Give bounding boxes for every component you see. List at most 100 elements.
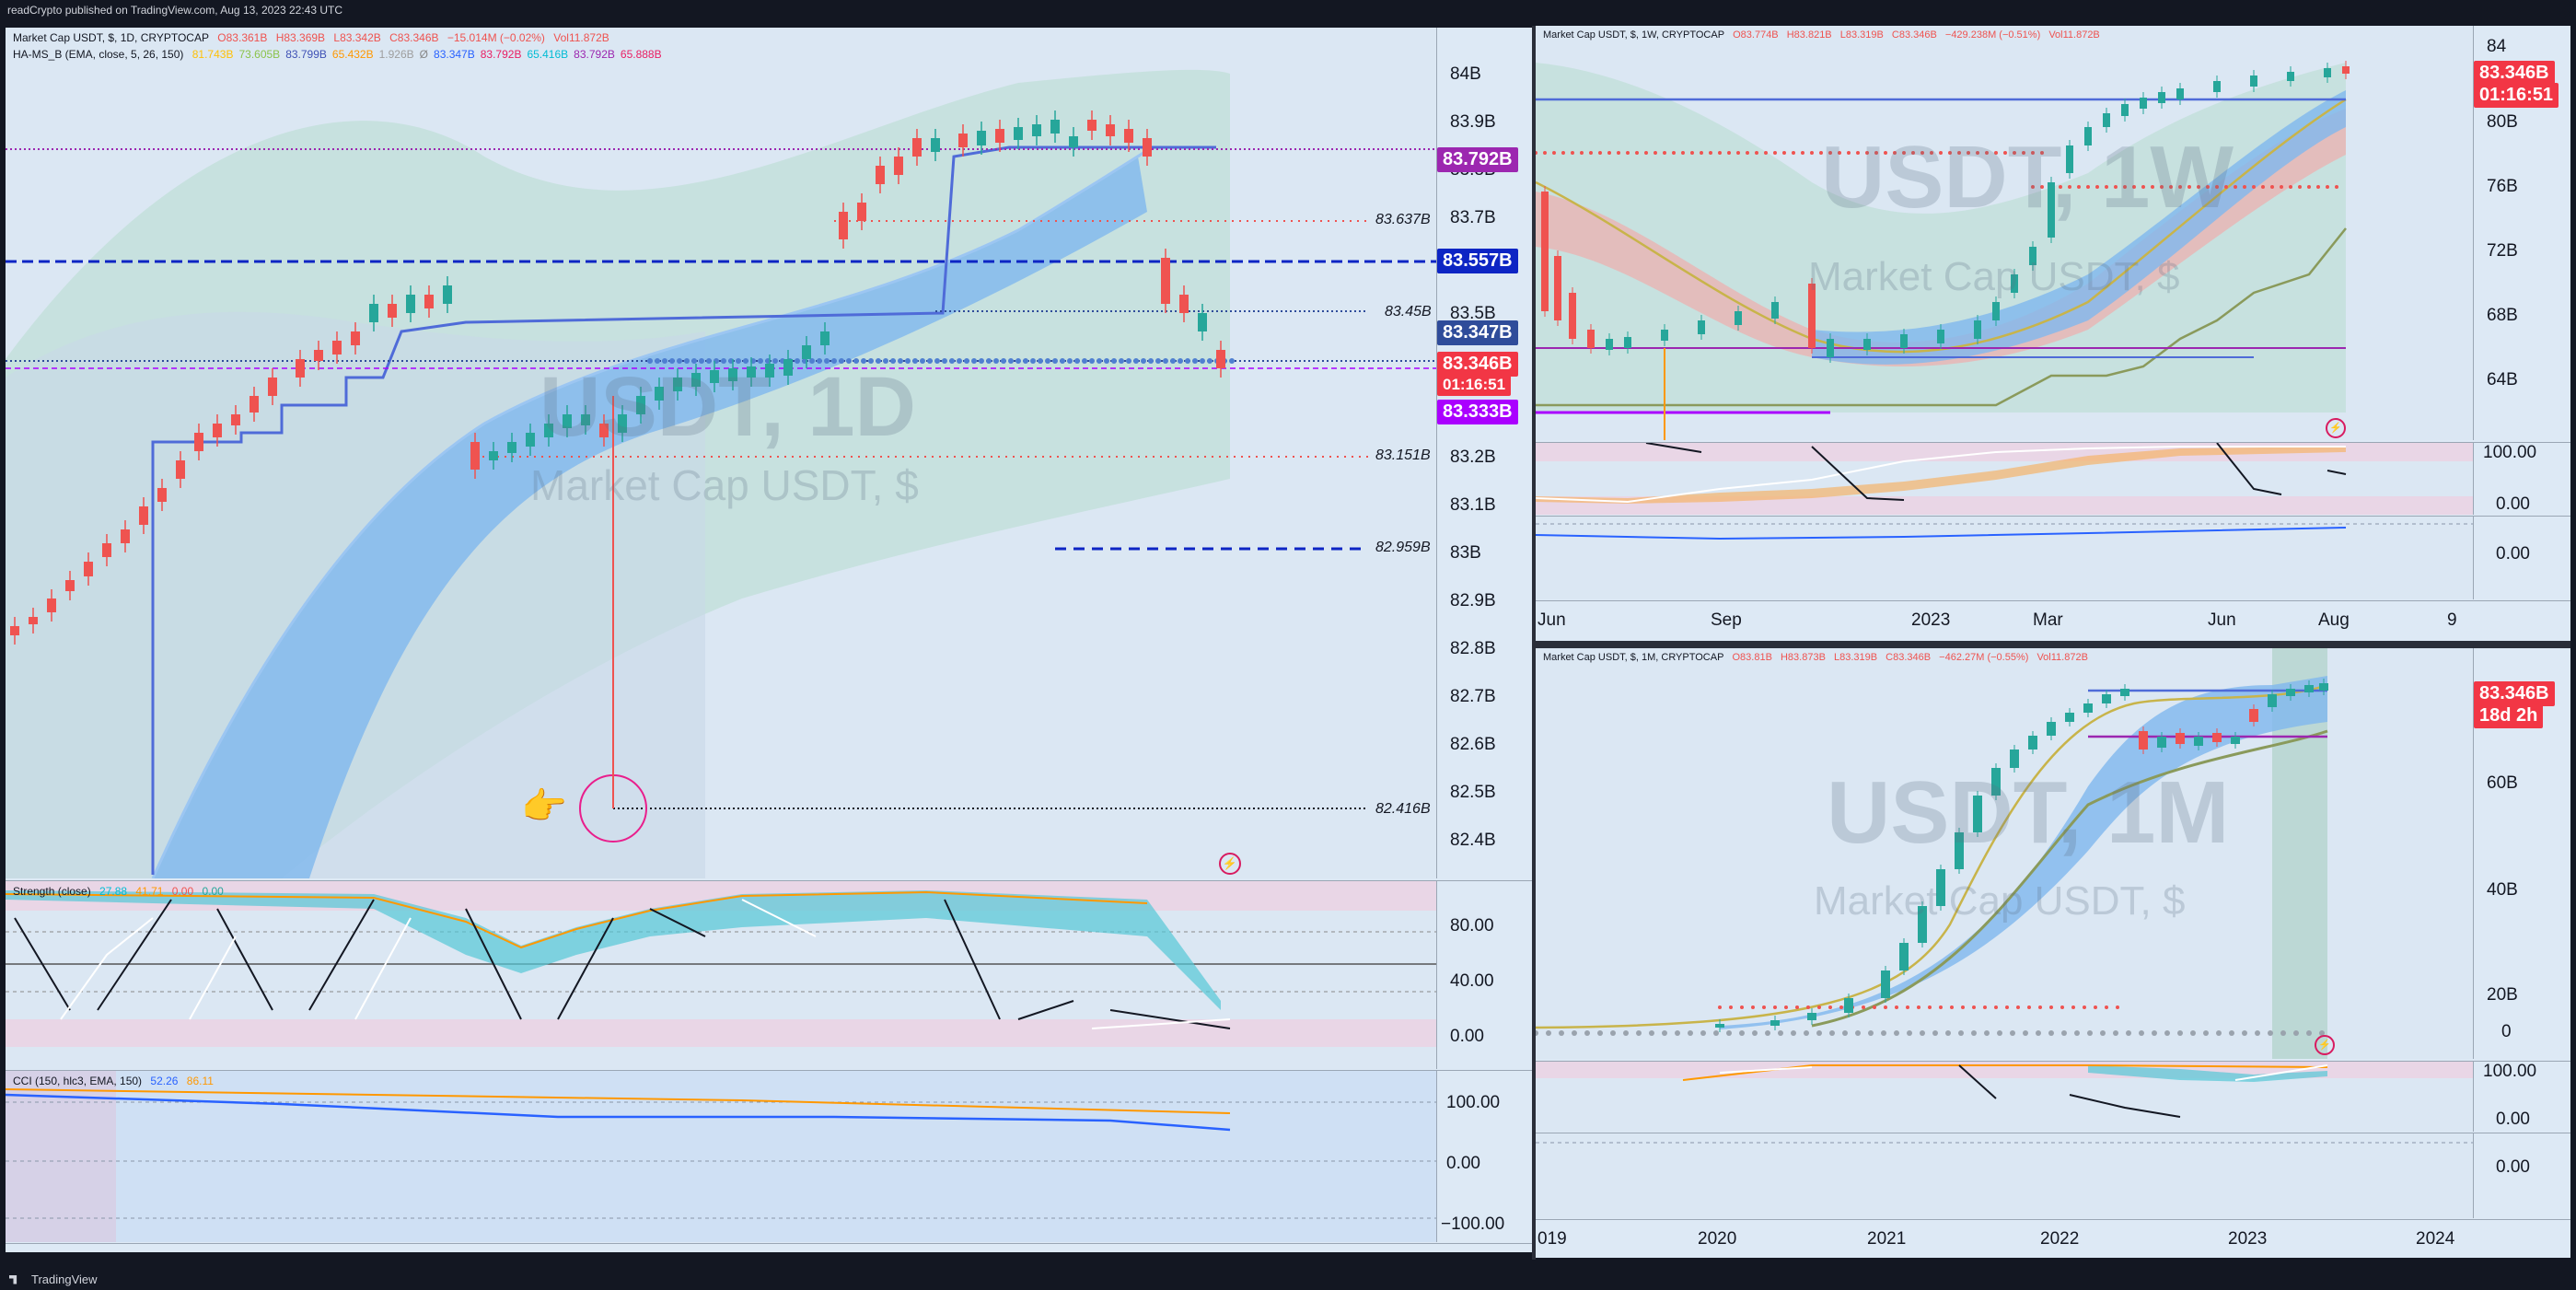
candle <box>443 285 452 304</box>
strength-label: Strength (close) <box>13 885 91 898</box>
weekly-red-dot <box>1838 151 1841 155</box>
monthly-candle <box>2249 709 2258 722</box>
candle <box>65 580 75 591</box>
weekly-osc-tick-0: 0.00 <box>2496 494 2530 514</box>
dotted-marker <box>684 358 690 364</box>
pane-divider[interactable] <box>1532 26 1536 1260</box>
weekly-osc2-pane[interactable] <box>1536 516 2473 599</box>
dotted-marker <box>1023 358 1028 364</box>
monthly-grey-dot <box>1636 1030 1642 1036</box>
main-price-axis[interactable]: 84B83.9B83.8B83.7B83.6B83.5B83.4B83.3B83… <box>1436 28 1532 898</box>
weekly-red-dot <box>1902 151 1906 155</box>
strength-val-4: 0.00 <box>202 885 224 898</box>
weekly-price-axis[interactable]: 84 80B 76B 72B 68B 64B 83.346B 01:16:51 <box>2473 26 2570 440</box>
monthly-change: −462.27M (−0.55%) <box>1939 652 2029 663</box>
weekly-red-dot <box>2160 185 2164 189</box>
monthly-red-dot <box>1917 1005 1920 1009</box>
monthly-time-label: 2023 <box>2228 1229 2268 1249</box>
monthly-red-dot <box>2116 1005 2119 1009</box>
weekly-red-dot <box>1561 151 1565 155</box>
cci-highlight <box>6 1071 116 1242</box>
weekly-chart-pane[interactable]: Market Cap USDT, $, 1W, CRYPTOCAP O83.77… <box>1536 26 2570 641</box>
weekly-red-dot <box>1598 151 1602 155</box>
lightning-icon[interactable]: ⚡ <box>1219 853 1241 875</box>
monthly-osc-pane[interactable] <box>1536 1061 2473 1132</box>
dotted-marker <box>934 358 940 364</box>
weekly-red-dot <box>1626 151 1630 155</box>
monthly-chart-pane[interactable]: Market Cap USDT, $, 1M, CRYPTOCAP O83.81… <box>1536 648 2570 1258</box>
ha-value: 83.799B <box>285 48 327 61</box>
monthly-candle <box>1973 796 1982 832</box>
weekly-red-dot <box>1690 151 1694 155</box>
monthly-red-dot <box>1828 1005 1832 1009</box>
weekly-candle <box>2250 76 2257 87</box>
main-change: −15.014M (−0.02%) <box>447 31 545 44</box>
main-chart-pane[interactable]: Market Cap USDT, $, 1D, CRYPTOCAP O83.36… <box>6 28 1532 1252</box>
monthly-price-plot[interactable]: Market Cap USDT, $, 1M, CRYPTOCAP O83.81… <box>1536 648 2473 1059</box>
candle <box>1179 295 1189 313</box>
dotted-marker <box>1170 358 1176 364</box>
weekly-red-dot <box>2086 185 2090 189</box>
monthly-time-axis[interactable]: 019 2020 2021 2022 2023 2024 <box>1536 1219 2570 1258</box>
candle <box>1106 124 1115 136</box>
weekly-red-dot <box>2187 185 2191 189</box>
cci-tick-100: 100.00 <box>1446 1093 1501 1112</box>
monthly-price-axis[interactable]: 60B 40B 20B 0 83.346B 18d 2h <box>2473 648 2570 1059</box>
lightning-icon[interactable]: ⚡ <box>2326 418 2346 438</box>
strength-pane[interactable]: Strength (close) 27.88 41.71 0.00 0.00 <box>6 880 1436 1069</box>
monthly-time-label: 2024 <box>2416 1229 2455 1249</box>
weekly-time-label: Mar <box>2033 610 2063 630</box>
weekly-price-plot[interactable]: Market Cap USDT, $, 1W, CRYPTOCAP O83.77… <box>1536 26 2473 440</box>
candle <box>673 378 682 391</box>
monthly-ob-zone <box>1536 1062 2473 1078</box>
monthly-osc-tick-0: 0.00 <box>2496 1110 2530 1129</box>
time-label: 14 <box>1226 1251 1246 1252</box>
weekly-red-dot <box>2178 185 2182 189</box>
monthly-candle <box>2286 689 2295 696</box>
monthly-candle <box>1770 1020 1780 1026</box>
pointing-hand-icon: 👉 <box>521 786 567 827</box>
weekly-red-dot <box>1994 151 1998 155</box>
price-plot[interactable]: Market Cap USDT, $, 1D, CRYPTOCAP O83.36… <box>6 28 1436 878</box>
monthly-red-dot <box>2083 1005 2086 1009</box>
weekly-time-label: 2023 <box>1911 610 1951 630</box>
weekly-red-dot <box>2307 185 2311 189</box>
candle <box>894 157 903 175</box>
weekly-osc-svg <box>1536 443 2473 515</box>
price-tag: 83.347B <box>1437 320 1518 345</box>
lightning-icon[interactable]: ⚡ <box>2315 1035 2335 1055</box>
dotted-marker <box>1067 358 1073 364</box>
monthly-grey-dot <box>1610 1030 1616 1036</box>
main-time-axis[interactable]: 15 Jun 12 21 Jul 10 19 Aug 14 23 <box>6 1243 1532 1252</box>
dotted-marker <box>677 358 682 364</box>
monthly-candle <box>2268 694 2277 707</box>
footer-brand[interactable]: TradingView <box>31 1273 98 1286</box>
weekly-time-axis[interactable]: Jun Sep 2023 Mar Jun Aug 9 <box>1536 600 2570 641</box>
weekly-red-dot <box>2289 185 2292 189</box>
ha-value: Ø <box>419 48 429 61</box>
weekly-red-dot <box>1893 151 1897 155</box>
candle <box>388 304 397 318</box>
cci-pane[interactable]: CCI (150, hlc3, EMA, 150) 52.26 86.11 <box>6 1070 1436 1242</box>
weekly-red-dot <box>2169 185 2173 189</box>
weekly-red-dot <box>1755 151 1758 155</box>
candle <box>526 433 535 447</box>
monthly-grey-dot <box>2152 1030 2157 1036</box>
monthly-osc2-pane[interactable] <box>1536 1133 2473 1218</box>
pane-divider-h[interactable] <box>1536 641 2570 648</box>
dotted-marker <box>876 358 881 364</box>
candle <box>176 460 185 479</box>
monthly-high: H83.873B <box>1780 652 1826 663</box>
weekly-red-dot <box>1957 151 1961 155</box>
monthly-red-dot <box>1839 1005 1843 1009</box>
monthly-grey-dot <box>1752 1030 1758 1036</box>
tradingview-logo-icon[interactable] <box>9 1274 17 1284</box>
weekly-candle <box>1735 311 1742 325</box>
monthly-watermark-sub: Market Cap USDT, $ <box>1814 878 2186 924</box>
weekly-candle <box>1624 337 1631 348</box>
candle <box>157 488 167 502</box>
weekly-osc-pane[interactable] <box>1536 442 2473 515</box>
weekly-candle <box>1900 334 1908 348</box>
monthly-red-dot <box>1906 1005 1909 1009</box>
weekly-red-dot <box>1948 151 1952 155</box>
